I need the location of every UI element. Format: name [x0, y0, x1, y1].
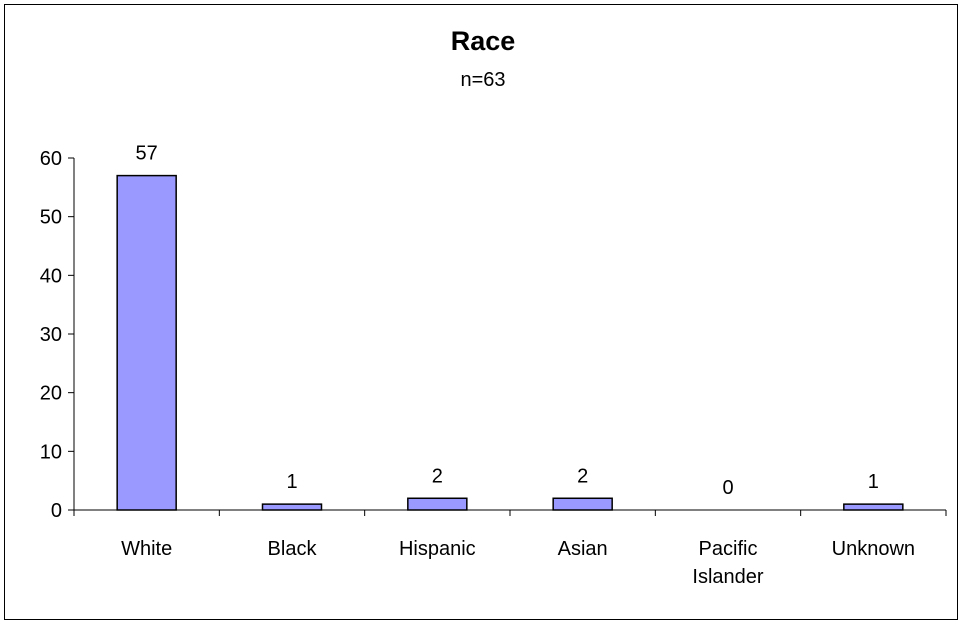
bar-black	[261, 503, 323, 511]
category-label: Unknown	[832, 538, 915, 560]
category-label-line: Pacific	[699, 538, 758, 560]
bar-asian	[552, 497, 613, 511]
category-label-line: White	[121, 538, 172, 560]
category-label-line: Islander	[692, 566, 763, 588]
chart-title: Race	[451, 26, 516, 56]
category-label: Asian	[558, 538, 608, 560]
data-label: 2	[577, 465, 588, 487]
bar-white	[116, 174, 177, 511]
y-tick-label: 50	[40, 207, 62, 229]
category-label: Black	[268, 538, 318, 560]
y-tick-label: 30	[40, 324, 62, 346]
data-label: 0	[722, 477, 733, 499]
category-label: White	[121, 538, 172, 560]
y-tick-label: 10	[40, 441, 62, 463]
data-label: 57	[136, 143, 158, 165]
data-label: 1	[286, 471, 297, 493]
category-label-line: Asian	[558, 538, 608, 560]
category-label-line: Black	[268, 538, 318, 560]
chart-subtitle: n=63	[460, 69, 505, 91]
bar-hispanic	[407, 497, 468, 511]
category-label-line: Unknown	[832, 538, 915, 560]
y-tick-label: 60	[40, 148, 62, 170]
category-label: Pacific Islander	[692, 538, 763, 588]
category-label-line: Hispanic	[399, 538, 476, 560]
category-label: Hispanic	[399, 538, 476, 560]
y-tick-label: 20	[40, 383, 62, 405]
data-label: 2	[432, 465, 443, 487]
y-tick-label: 40	[40, 265, 62, 287]
bar-unknown	[843, 503, 904, 511]
data-label: 1	[868, 471, 879, 493]
y-tick-label: 0	[51, 500, 62, 522]
